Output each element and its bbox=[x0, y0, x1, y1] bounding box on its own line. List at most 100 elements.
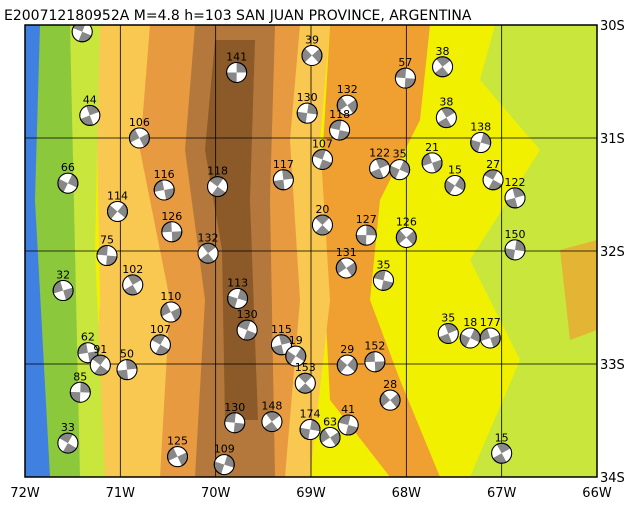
beachball-dilatation bbox=[117, 359, 128, 371]
focal-mechanism: 138 bbox=[470, 121, 492, 154]
beachball-outline bbox=[116, 359, 138, 381]
depth-label: 15 bbox=[495, 431, 509, 444]
beachball-dilatation bbox=[446, 175, 461, 186]
beachball-outline bbox=[57, 432, 79, 454]
beachball-outline bbox=[224, 412, 246, 434]
depth-label: 127 bbox=[356, 213, 377, 226]
beachball-dilatation bbox=[86, 342, 98, 353]
depth-label: 130 bbox=[297, 91, 318, 104]
focal-mechanism: 28 bbox=[379, 378, 401, 411]
depth-label: 150 bbox=[505, 228, 526, 241]
beachball-outline bbox=[435, 107, 457, 129]
focal-mechanism: 107 bbox=[149, 323, 171, 356]
beachball-dilatation bbox=[295, 376, 306, 391]
beachball-dilatation bbox=[271, 335, 282, 348]
beachball-dilatation bbox=[338, 422, 349, 435]
focal-mechanism: 110 bbox=[160, 290, 182, 323]
depth-label: 152 bbox=[364, 340, 385, 353]
beachball-dilatation bbox=[364, 361, 376, 372]
focal-mechanism: 90 bbox=[71, 25, 93, 43]
beachball-outline bbox=[432, 56, 454, 78]
depth-label: 125 bbox=[167, 435, 188, 448]
focal-mechanism: 130 bbox=[224, 401, 246, 434]
beachball-dilatation bbox=[150, 339, 161, 354]
focal-mechanism: 114 bbox=[106, 189, 128, 222]
beachball-dilatation bbox=[57, 438, 68, 452]
beachball-dilatation bbox=[161, 231, 173, 242]
depth-label: 41 bbox=[341, 403, 355, 416]
beachball-dilatation bbox=[261, 413, 272, 428]
beachball-dilatation bbox=[271, 415, 282, 430]
depth-label: 18 bbox=[463, 316, 477, 329]
beachball-dilatation bbox=[283, 178, 294, 190]
depth-label: 141 bbox=[226, 50, 247, 63]
beachball-dilatation bbox=[399, 227, 414, 238]
beachball-dilatation bbox=[501, 448, 512, 463]
beachball-dilatation bbox=[154, 189, 167, 200]
beachball-dilatation bbox=[348, 415, 359, 428]
lon-tick-label: 66W bbox=[582, 486, 612, 501]
beachball-outline bbox=[421, 152, 443, 174]
depth-label: 118 bbox=[207, 165, 228, 178]
beachball-dilatation bbox=[305, 113, 318, 124]
focal-mechanism: 29 bbox=[336, 343, 358, 376]
depth-label: 35 bbox=[441, 311, 455, 324]
depth-label: 177 bbox=[480, 316, 501, 329]
beachball-outline bbox=[160, 301, 182, 323]
focal-mechanism: 177 bbox=[479, 316, 501, 349]
beachball-dilatation bbox=[305, 45, 320, 56]
beachball-dilatation bbox=[70, 382, 81, 393]
beachball-dilatation bbox=[324, 427, 339, 438]
depth-label: 102 bbox=[122, 263, 143, 276]
depth-label: 115 bbox=[271, 323, 292, 336]
beachball-dilatation bbox=[226, 62, 237, 73]
depth-label: 33 bbox=[61, 421, 75, 434]
focal-mechanism: 141 bbox=[226, 50, 248, 83]
focal-mechanism: 21 bbox=[421, 141, 443, 174]
focal-mechanism: 116 bbox=[153, 168, 175, 201]
depth-label: 39 bbox=[305, 34, 319, 47]
focal-mechanism: 122 bbox=[504, 176, 526, 209]
focal-mechanism: 39 bbox=[301, 34, 323, 67]
beachball-outline bbox=[311, 148, 333, 170]
focal-mechanism: 102 bbox=[122, 263, 144, 296]
lon-tick-label: 69W bbox=[296, 486, 326, 501]
beachball-dilatation bbox=[395, 77, 406, 89]
depth-label: 19 bbox=[289, 334, 303, 347]
focal-mechanism: 107 bbox=[311, 137, 333, 170]
beachball-dilatation bbox=[373, 278, 384, 291]
depth-label: 44 bbox=[83, 93, 97, 106]
beachball-dilatation bbox=[234, 412, 245, 424]
focal-mechanism: 91 bbox=[89, 343, 111, 376]
focal-mechanism: 41 bbox=[337, 403, 359, 436]
beachball-outline bbox=[213, 454, 235, 476]
beachball-outline bbox=[444, 174, 466, 196]
depth-label: 148 bbox=[261, 400, 282, 413]
beachball-dilatation bbox=[449, 185, 464, 196]
beachball-outline bbox=[299, 419, 321, 441]
depth-label: 35 bbox=[376, 258, 390, 271]
beachball-dilatation bbox=[208, 247, 219, 262]
lon-tick-label: 71W bbox=[106, 486, 136, 501]
focal-mechanism: 19 bbox=[285, 334, 307, 367]
beachball-outline bbox=[69, 381, 91, 403]
beachball-outline bbox=[389, 159, 411, 181]
beachball-dilatation bbox=[390, 159, 404, 170]
beachball-outline bbox=[106, 200, 128, 222]
beachball-outline bbox=[52, 280, 74, 302]
depth-label: 138 bbox=[470, 121, 491, 134]
beachball-dilatation bbox=[290, 356, 305, 367]
beachball-dilatation bbox=[340, 365, 355, 376]
beachball-dilatation bbox=[341, 95, 356, 106]
beachball-outline bbox=[236, 319, 258, 341]
beachball-dilatation bbox=[63, 183, 77, 194]
beachball-dilatation bbox=[281, 342, 292, 355]
focal-mechanism: 66 bbox=[57, 161, 79, 194]
beachball-dilatation bbox=[337, 267, 352, 278]
beachball-dilatation bbox=[312, 218, 323, 233]
beachball-dilatation bbox=[297, 103, 309, 114]
beachball-dilatation bbox=[339, 355, 354, 366]
focal-mechanism: 118 bbox=[207, 165, 229, 198]
beachball-outline bbox=[470, 132, 492, 154]
